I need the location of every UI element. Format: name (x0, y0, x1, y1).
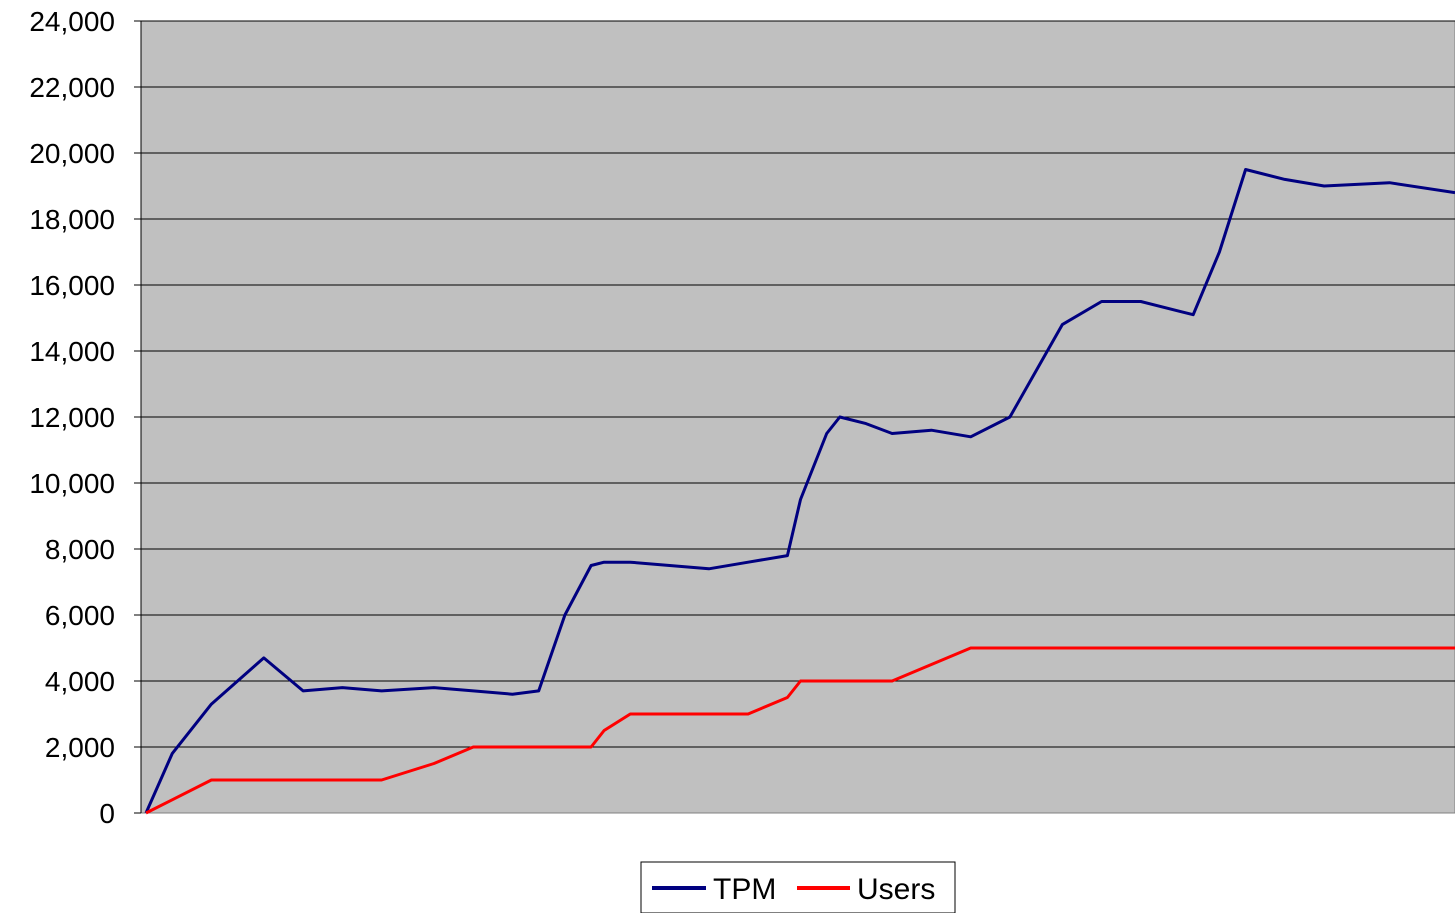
y-axis: 0 2,000 4,000 6,000 8,000 10,000 12,000 14,000 1… (29, 6, 142, 829)
y-tick-label: 10,000 (29, 468, 115, 499)
series-line-users (145, 646, 1455, 815)
y-tick-label: 4,000 (45, 666, 115, 697)
y-tick-label: 16,000 (29, 270, 115, 301)
legend: TPM Users (640, 861, 956, 913)
y-tick-label: 24,000 (29, 6, 115, 37)
y-tick-label: 0 (99, 798, 115, 829)
y-tick-label: 22,000 (29, 72, 115, 103)
legend-label-tpm: TPM (713, 873, 776, 906)
y-tick-label: 6,000 (45, 600, 115, 631)
y-tick-label: 18,000 (29, 204, 115, 235)
y-tick-label: 2,000 (45, 732, 115, 763)
y-tick-label: 8,000 (45, 534, 115, 565)
y-tick-label: 12,000 (29, 402, 115, 433)
series-line-tpm (144, 168, 1455, 814)
gridlines (141, 20, 1455, 748)
y-tick-label: 14,000 (29, 336, 115, 367)
series-lines (144, 168, 1455, 815)
y-tick-label: 20,000 (29, 138, 115, 169)
legend-label-users: Users (857, 873, 935, 906)
